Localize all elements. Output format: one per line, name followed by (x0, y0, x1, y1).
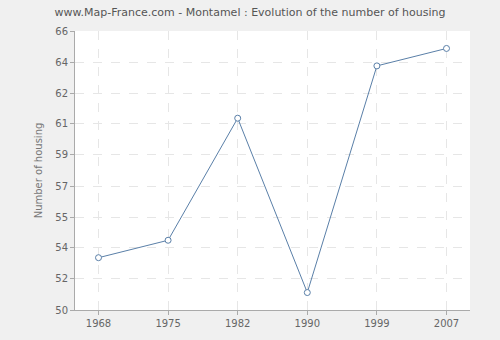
svg-text:66: 66 (55, 26, 68, 37)
svg-text:62: 62 (55, 88, 68, 99)
svg-text:50: 50 (55, 305, 68, 316)
svg-text:www.Map-France.com - Montamel: www.Map-France.com - Montamel : Evolutio… (54, 6, 445, 19)
svg-text:64: 64 (55, 57, 68, 68)
svg-text:1975: 1975 (155, 318, 180, 329)
svg-text:55: 55 (55, 212, 68, 223)
svg-text:54: 54 (55, 242, 68, 253)
svg-text:2007: 2007 (434, 318, 459, 329)
svg-text:57: 57 (55, 181, 68, 192)
svg-text:Number of housing: Number of housing (33, 123, 44, 219)
svg-text:61: 61 (55, 118, 68, 129)
svg-text:52: 52 (55, 273, 68, 284)
svg-text:59: 59 (55, 149, 68, 160)
svg-text:1982: 1982 (225, 318, 250, 329)
svg-text:1968: 1968 (86, 318, 111, 329)
svg-text:1999: 1999 (364, 318, 389, 329)
svg-text:1990: 1990 (295, 318, 320, 329)
